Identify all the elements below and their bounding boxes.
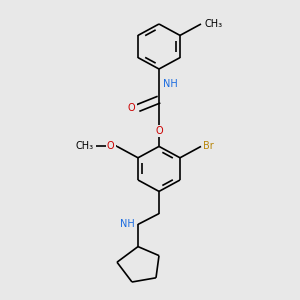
Text: O: O [107,141,115,152]
Text: NH: NH [120,219,135,230]
Text: O: O [155,126,163,136]
Text: NH: NH [163,79,177,89]
Text: CH₃: CH₃ [204,19,222,29]
Text: O: O [128,103,136,113]
Text: CH₃: CH₃ [76,141,94,152]
Text: Br: Br [203,141,214,152]
